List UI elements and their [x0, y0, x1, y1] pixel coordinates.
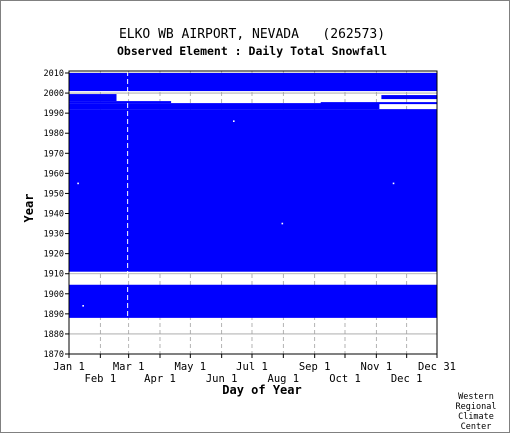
- plot-border: [68, 70, 438, 355]
- y-tick-label: 2000: [44, 89, 64, 99]
- y-tick-label: 1940: [44, 210, 64, 220]
- y-tick-label: 2010: [44, 69, 64, 79]
- footer-line-4: Center: [461, 422, 492, 432]
- x-tick-label: Feb 1: [85, 373, 117, 385]
- y-tick-label: 1880: [44, 330, 64, 340]
- y-tick-label: 1960: [44, 169, 64, 179]
- partial-coverage-block: [69, 101, 172, 104]
- x-tick-label: Sep 1: [299, 361, 331, 373]
- footer-line-1: Western: [458, 392, 494, 402]
- x-axis-label: Day of Year: [222, 383, 301, 397]
- x-tick-label: Jul 1: [236, 361, 268, 373]
- y-tick-label: 1890: [44, 310, 64, 320]
- missing-day-dot: [82, 305, 84, 307]
- y-axis: 1870 1880 1890 1900 1910 1920 1930 1940 1950 1960…: [44, 69, 69, 360]
- x-tick-label: Aug 1: [268, 373, 300, 385]
- observed-band: [69, 109, 437, 272]
- y-tick-label: 1920: [44, 250, 64, 260]
- x-tick-label: May 1: [175, 361, 207, 373]
- observed-band: [69, 284, 437, 318]
- y-tick-label: 1910: [44, 270, 64, 280]
- footer-line-2: Regional: [456, 402, 497, 412]
- x-tick-label: Dec 1: [391, 373, 423, 385]
- y-axis-label: Year: [22, 194, 36, 223]
- x-tick-label: Jun 1: [206, 373, 238, 385]
- x-tick-label: Jan 1: [53, 361, 85, 373]
- y-tick-label: 1990: [44, 109, 64, 119]
- x-tick-label: Mar 1: [113, 361, 145, 373]
- y-tick-label: 1970: [44, 149, 64, 159]
- x-tick-label: Dec 31: [418, 361, 456, 373]
- observed-band: [69, 73, 437, 92]
- y-tick-label: 1980: [44, 129, 64, 139]
- x-axis: Jan 1 Mar 1 May 1 Jul 1 Sep 1 Nov 1 Dec 31 Feb …: [53, 354, 456, 385]
- missing-day-dot: [281, 222, 284, 225]
- x-tick-label: Nov 1: [361, 361, 393, 373]
- y-tick-label: 1950: [44, 189, 64, 199]
- plot-area: [68, 70, 438, 355]
- missing-day-dot: [232, 120, 235, 122]
- partial-coverage-block: [320, 102, 437, 105]
- missing-day-dot: [392, 182, 395, 185]
- partial-coverage-block: [69, 103, 380, 110]
- y-tick-label: 1870: [44, 350, 64, 360]
- wrcc-footer: Western Regional Climate Center: [456, 392, 497, 432]
- partial-coverage-block: [69, 94, 117, 102]
- chart-subtitle: Observed Element : Daily Total Snowfall: [117, 44, 387, 58]
- x-tick-label: Apr 1: [144, 373, 176, 385]
- y-tick-label: 1900: [44, 290, 64, 300]
- chart-title: ELKO WB AIRPORT, NEVADA (262573): [119, 27, 385, 42]
- footer-line-3: Climate: [458, 412, 494, 422]
- partial-coverage-block: [381, 95, 437, 100]
- y-tick-label: 1930: [44, 230, 64, 240]
- x-tick-label: Oct 1: [329, 373, 361, 385]
- missing-day-dot: [77, 182, 79, 185]
